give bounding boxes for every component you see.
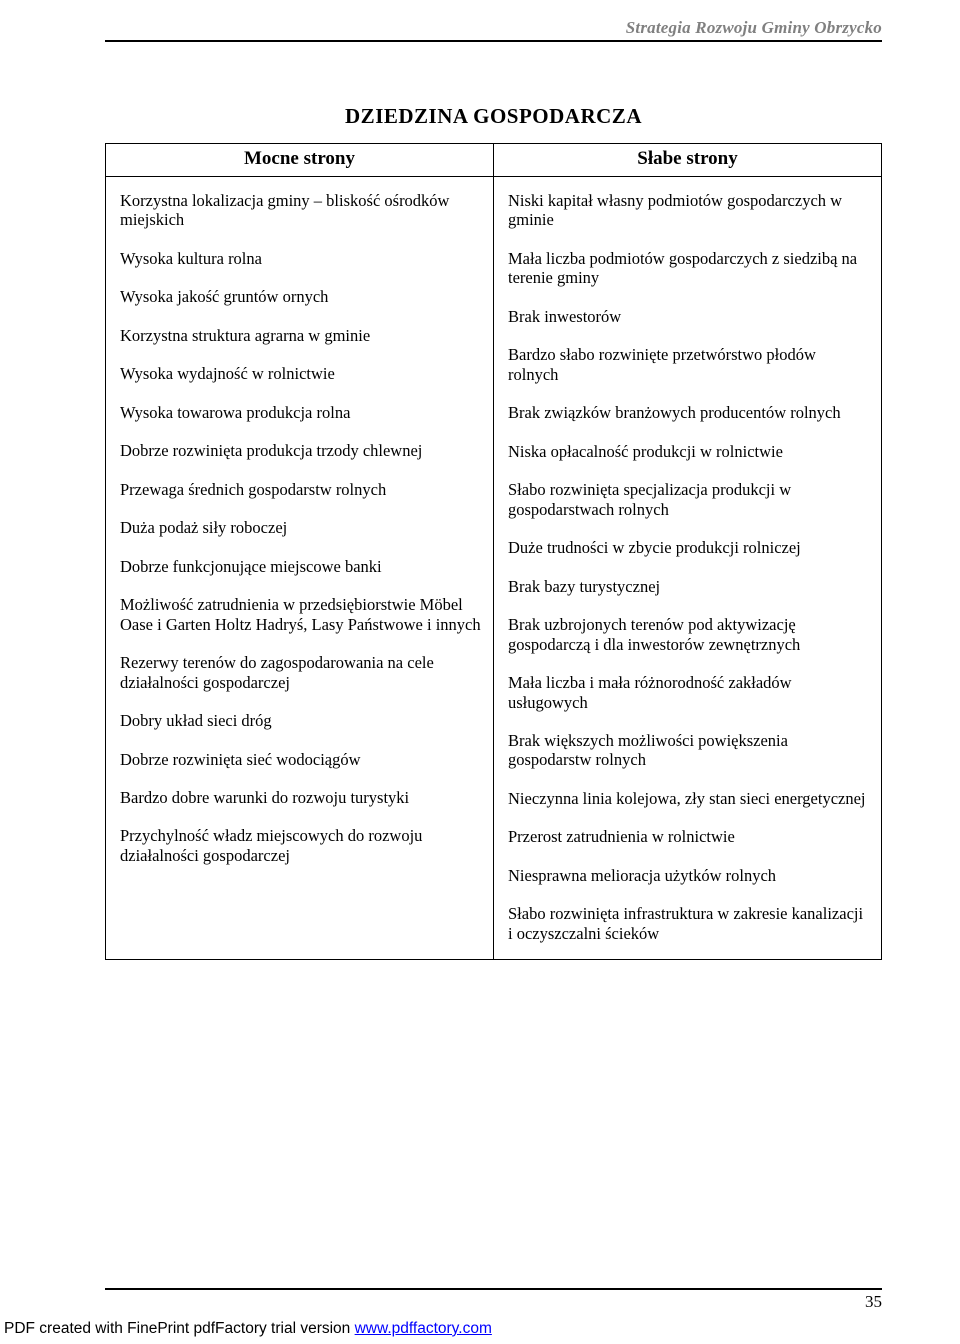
list-item: Słabo rozwinięta infrastruktura w zakres…: [508, 904, 869, 943]
page-number: 35: [865, 1292, 882, 1312]
list-item: Bardzo dobre warunki do rozwoju turystyk…: [120, 788, 481, 807]
list-item: Słabo rozwinięta specjalizacja produkcji…: [508, 480, 869, 519]
list-item: Wysoka towarowa produkcja rolna: [120, 403, 481, 422]
list-item: Brak bazy turystycznej: [508, 577, 869, 596]
list-item: Brak związków branżowych producentów rol…: [508, 403, 869, 422]
list-item: Niesprawna melioracja użytków rolnych: [508, 866, 869, 885]
header-rule: [105, 40, 882, 42]
page: Strategia Rozwoju Gminy Obrzycko DZIEDZI…: [0, 0, 960, 1344]
pdf-factory-link[interactable]: www.pdffactory.com: [355, 1320, 492, 1337]
list-item: Rezerwy terenów do zagospodarowania na c…: [120, 653, 481, 692]
list-item: Przewaga średnich gospodarstw rolnych: [120, 480, 481, 499]
running-header: Strategia Rozwoju Gminy Obrzycko: [105, 18, 882, 38]
list-item: Wysoka wydajność w rolnictwie: [120, 364, 481, 383]
pdf-note-prefix: PDF created with FinePrint pdfFactory tr…: [4, 1320, 355, 1337]
list-item: Niska opłacalność produkcji w rolnictwie: [508, 442, 869, 461]
pdf-creator-note: PDF created with FinePrint pdfFactory tr…: [4, 1320, 492, 1338]
list-item: Mała liczba i mała różnorodność zakładów…: [508, 673, 869, 712]
list-item: Przychylność władz miejscowych do rozwoj…: [120, 826, 481, 865]
list-item: Wysoka kultura rolna: [120, 249, 481, 268]
table-body-row: Korzystna lokalizacja gminy – bliskość o…: [106, 177, 882, 960]
list-item: Korzystna lokalizacja gminy – bliskość o…: [120, 191, 481, 230]
list-item: Niski kapitał własny podmiotów gospodarc…: [508, 191, 869, 230]
list-item: Brak większych możliwości powiększenia g…: [508, 731, 869, 770]
list-item: Brak uzbrojonych terenów pod aktywizację…: [508, 615, 869, 654]
col-header-weaknesses: Słabe strony: [494, 144, 882, 177]
footer-rule: [105, 1288, 882, 1290]
section-title: DZIEDZINA GOSPODARCZA: [105, 104, 882, 129]
list-item: Nieczynna linia kolejowa, zły stan sieci…: [508, 789, 869, 808]
list-item: Mała liczba podmiotów gospodarczych z si…: [508, 249, 869, 288]
cell-weaknesses: Niski kapitał własny podmiotów gospodarc…: [494, 177, 882, 960]
list-item: Bardzo słabo rozwinięte przetwórstwo pło…: [508, 345, 869, 384]
list-item: Brak inwestorów: [508, 307, 869, 326]
list-item: Duża podaż siły roboczej: [120, 518, 481, 537]
cell-strengths: Korzystna lokalizacja gminy – bliskość o…: [106, 177, 494, 960]
list-item: Dobrze funkcjonujące miejscowe banki: [120, 557, 481, 576]
list-item: Dobrze rozwinięta produkcja trzody chlew…: [120, 441, 481, 460]
col-header-strengths: Mocne strony: [106, 144, 494, 177]
list-item: Dobry układ sieci dróg: [120, 711, 481, 730]
table-header-row: Mocne strony Słabe strony: [106, 144, 882, 177]
list-item: Wysoka jakość gruntów ornych: [120, 287, 481, 306]
list-item: Możliwość zatrudnienia w przedsiębiorstw…: [120, 595, 481, 634]
list-item: Korzystna struktura agrarna w gminie: [120, 326, 481, 345]
list-item: Przerost zatrudnienia w rolnictwie: [508, 827, 869, 846]
list-item: Dobrze rozwinięta sieć wodociągów: [120, 750, 481, 769]
list-item: Duże trudności w zbycie produkcji rolnic…: [508, 538, 869, 557]
swot-table: Mocne strony Słabe strony Korzystna loka…: [105, 143, 882, 960]
